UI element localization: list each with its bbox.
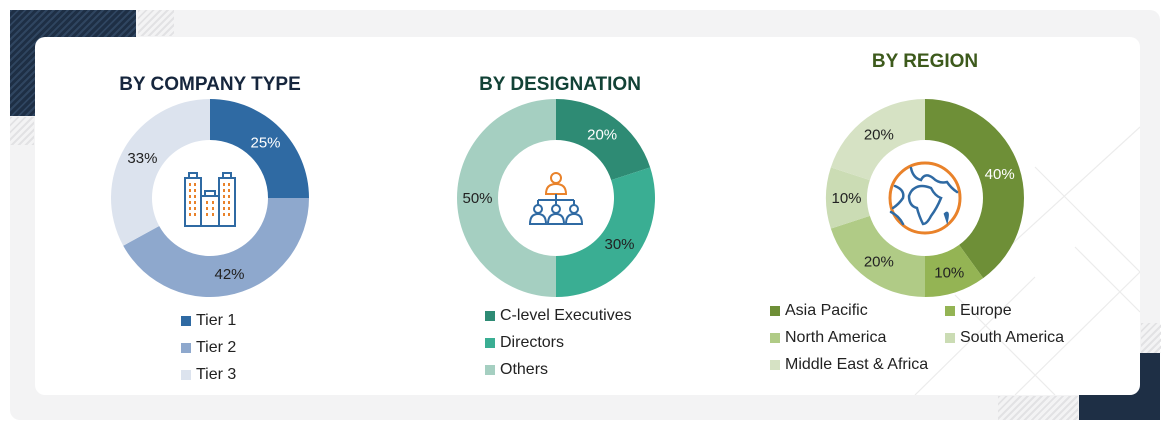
company-type-donut: 25% 42% 33% (110, 99, 309, 298)
legend-item: Tier 1 (181, 307, 236, 334)
donut-segment (830, 215, 925, 297)
legend-label: Tier 2 (196, 338, 237, 356)
donut-segments: 25% 42% 33% (110, 99, 309, 298)
segment-label: 20% (587, 126, 617, 143)
legend-swatch (181, 315, 191, 326)
donut-segments: 40% 10% 20% 10% 20% (826, 99, 1024, 297)
segment-label: 20% (864, 126, 894, 143)
org-hierarchy-icon (528, 172, 584, 225)
legend-item: Asia Pacific (770, 297, 945, 324)
segment-label: 20% (864, 254, 894, 271)
designation-donut: 20% 30% 50% (457, 99, 655, 297)
donut-segment (210, 99, 309, 198)
legend-label: Directors (500, 333, 565, 351)
legend-swatch (770, 305, 780, 316)
legend-item: North America (770, 324, 945, 351)
legend-item: Others (485, 356, 632, 383)
donut-segment (925, 99, 1024, 279)
buildings-icon (184, 172, 236, 227)
donut-segment (556, 99, 651, 181)
donut-segment (556, 167, 655, 297)
segment-label: 33% (127, 150, 157, 167)
donut-segment (110, 99, 210, 246)
legend-swatch (945, 305, 955, 316)
legend-label: Europe (960, 301, 1012, 319)
chart-card: BY COMPANY TYPE 25% 42% 33% (35, 37, 1140, 395)
legend-swatch (770, 359, 780, 370)
legend-swatch (485, 364, 495, 375)
donut-segments: 20% 30% 50% (457, 99, 655, 297)
hatch-decoration (10, 117, 34, 145)
company-type-panel: BY COMPANY TYPE 25% 42% 33% (35, 37, 385, 395)
hatch-decoration (138, 10, 174, 36)
region-donut: 40% 10% 20% 10% 20% (826, 99, 1024, 297)
legend-label: Asia Pacific (785, 301, 868, 319)
legend-label: Tier 3 (196, 365, 237, 383)
legend-swatch (485, 310, 495, 321)
legend-swatch (770, 332, 780, 343)
legend-item: Directors (485, 329, 632, 356)
region-title: BY REGION (871, 51, 979, 72)
legend-swatch (181, 342, 191, 353)
segment-label: 42% (215, 266, 245, 283)
legend-item: Tier 2 (181, 334, 236, 361)
legend-item: Europe (945, 297, 1095, 324)
legend-item: South America (945, 324, 1095, 351)
legend-label: C-level Executives (500, 306, 632, 324)
hatch-decoration (1141, 323, 1161, 353)
donut-segment (457, 99, 556, 297)
globe-icon (888, 161, 962, 235)
legend-label: Tier 1 (196, 311, 237, 329)
donut-segment (826, 167, 870, 229)
legend-label: South America (960, 328, 1065, 346)
designation-panel: BY DESIGNATION 20% 30% 50% C-level Executi… (385, 37, 735, 395)
region-panel: BY REGION 40% 10% 20% 10% 20% Asia Pacific Eu… (735, 37, 1140, 395)
legend-item: Tier 3 (181, 361, 236, 388)
legend-label: Others (500, 360, 549, 378)
segment-label: 30% (604, 236, 634, 253)
segment-label: 50% (462, 190, 492, 207)
designation-legend: C-level Executives Directors Others (485, 302, 632, 383)
donut-segment (830, 99, 925, 181)
donut-segment (123, 198, 309, 298)
designation-title: BY DESIGNATION (479, 74, 641, 95)
legend-label: North America (785, 328, 887, 346)
region-legend: Asia Pacific Europe North America South Ame… (770, 297, 1095, 378)
legend-item: Middle East & Africa (770, 351, 945, 378)
company-type-title: BY COMPANY TYPE (119, 74, 301, 95)
legend-swatch (945, 332, 955, 343)
company-type-legend: Tier 1 Tier 2 Tier 3 (181, 307, 236, 388)
segment-label: 10% (831, 190, 861, 207)
legend-swatch (485, 337, 495, 348)
donut-segment (925, 244, 984, 297)
segment-label: 10% (934, 265, 964, 282)
legend-label: Middle East & Africa (785, 355, 929, 373)
segment-label: 25% (250, 134, 280, 151)
hatch-decoration (998, 396, 1078, 420)
legend-swatch (181, 369, 191, 380)
segment-label: 40% (985, 166, 1015, 183)
legend-item: C-level Executives (485, 302, 632, 329)
